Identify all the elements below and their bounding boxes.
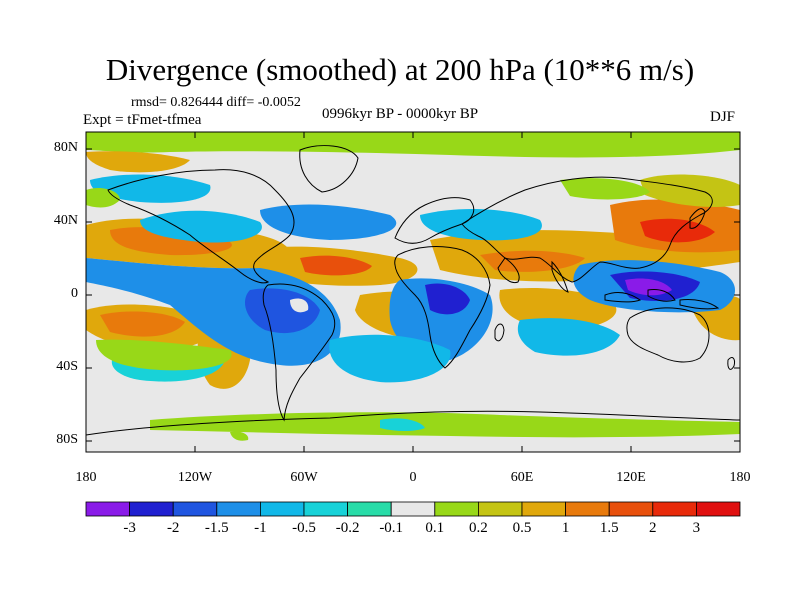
axis-ticks xyxy=(85,132,741,452)
x-tick-label: 120W xyxy=(177,470,213,485)
colorbar-label: -0.5 xyxy=(292,520,316,536)
colorbar-box xyxy=(390,501,436,517)
colorbar-label: 0.1 xyxy=(425,520,445,536)
y-tick-label: 80N xyxy=(53,140,78,155)
x-tick-label: 180 xyxy=(729,470,751,485)
colorbar-box xyxy=(696,501,741,517)
period-label: 0996kyr BP - 0000kyr BP xyxy=(322,106,479,122)
colorbar-label: 2 xyxy=(649,520,657,536)
colorbar-box xyxy=(434,501,479,517)
y-tick-label: 40N xyxy=(53,213,78,228)
x-tick-label: 180 xyxy=(75,470,97,485)
colorbar-label: 1 xyxy=(561,520,570,536)
coastlines xyxy=(86,145,740,436)
x-tick-label: 120E xyxy=(616,470,646,485)
y-tick-label: 40S xyxy=(56,359,78,374)
colorbar-box xyxy=(172,501,218,517)
colorbar-box xyxy=(565,501,610,517)
y-tick-label: 80S xyxy=(56,432,78,447)
colorbar-label: -1 xyxy=(254,520,267,536)
weak-anomaly-regions xyxy=(86,132,740,441)
colorbar-box xyxy=(608,501,654,517)
colorbar-label: -2 xyxy=(166,520,180,536)
experiment-label: Expt = tFmet-tfmea xyxy=(83,112,202,128)
colorbar-box xyxy=(129,501,174,517)
colorbar-label: 0.5 xyxy=(512,520,532,536)
colorbar-box xyxy=(652,501,697,517)
y-tick-label: 0 xyxy=(71,286,78,301)
colorbar-label: 3 xyxy=(692,520,701,536)
colorbar-box xyxy=(521,501,566,517)
colorbar-label: -0.2 xyxy=(335,520,360,536)
x-tick-label: 0 xyxy=(409,470,417,485)
colorbar-label: 0.2 xyxy=(469,520,488,536)
colorbar-label: 1.5 xyxy=(599,520,619,536)
colorbar-label: -3 xyxy=(123,520,136,536)
colorbar-label: -1.5 xyxy=(204,520,229,536)
season-label: DJF xyxy=(710,109,736,125)
colorbar xyxy=(85,501,741,517)
colorbar-box xyxy=(259,501,305,517)
colorbar-box xyxy=(303,501,348,517)
colorbar-box xyxy=(85,501,130,517)
colorbar-box xyxy=(477,501,523,517)
x-tick-label: 60E xyxy=(510,470,534,485)
colorbar-label: -0.1 xyxy=(379,520,404,536)
stats-label: rmsd= 0.826444 diff= -0.0052 xyxy=(131,95,301,110)
colorbar-box xyxy=(216,501,261,517)
map-title: Divergence (smoothed) at 200 hPa (10**6 … xyxy=(105,52,695,87)
divergence-field xyxy=(86,132,740,452)
x-tick-label: 60W xyxy=(290,470,318,485)
colorbar-box xyxy=(347,501,392,517)
